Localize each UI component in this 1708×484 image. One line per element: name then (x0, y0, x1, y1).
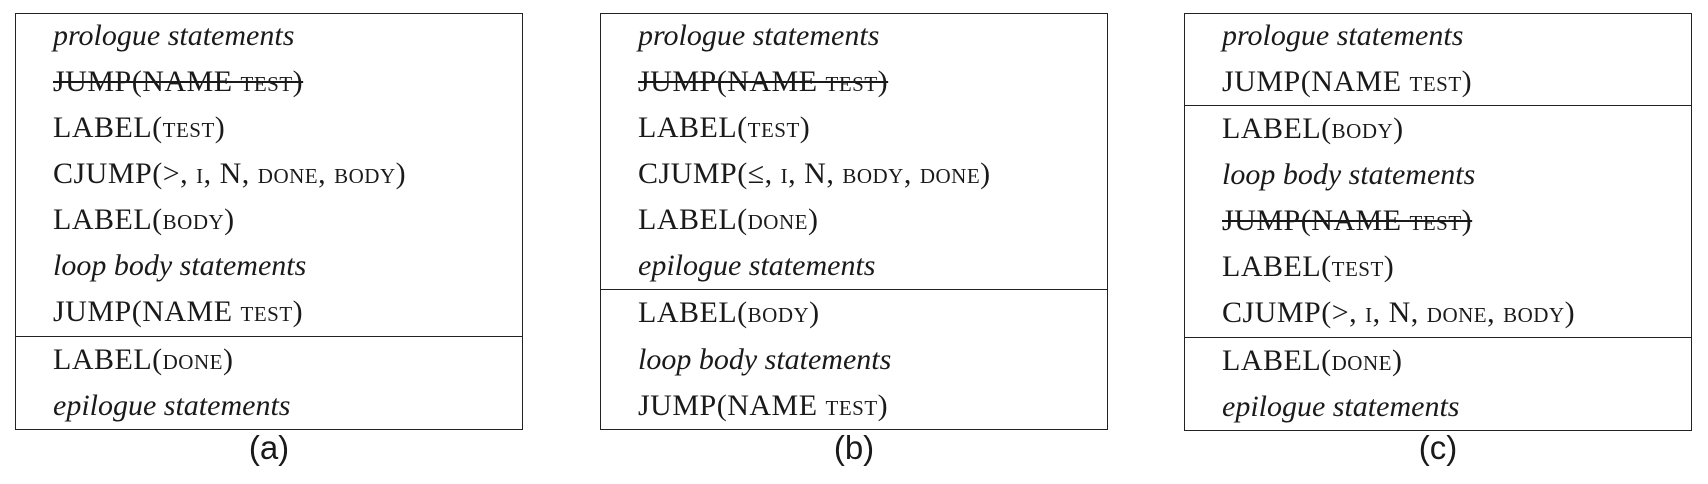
ir-statement: CJUMP(≤, i, N, body, done) (638, 157, 991, 191)
ir-statement: LABEL(test) (1222, 250, 1395, 284)
ir-statement: LABEL(done) (1222, 343, 1403, 377)
ir-statement: LABEL(test) (53, 111, 226, 145)
statement-placeholder: loop body statements (53, 249, 307, 283)
statement-placeholder: loop body statements (1222, 158, 1476, 192)
ir-statement: JUMP(NAME test) (1222, 65, 1473, 98)
basic-block: prologue statements JUMP(NAME test) LABEL(… (16, 14, 522, 336)
basic-block: LABEL(body) loop body statements JUMP(NAME… (601, 289, 1107, 428)
ir-statement: JUMP(NAME test) (638, 65, 889, 98)
basic-block: prologue statements JUMP(NAME test) (1185, 14, 1691, 105)
ir-statement: LABEL(body) (1222, 112, 1404, 146)
ir-statement: LABEL(body) (638, 296, 820, 330)
panel-caption: (b) (833, 429, 875, 466)
ir-statement: LABEL(test) (638, 111, 811, 145)
basic-block: prologue statements JUMP(NAME test) LABEL(… (601, 14, 1107, 289)
ir-statement: LABEL(body) (53, 203, 235, 237)
statement-placeholder: prologue statements (1222, 19, 1464, 52)
statement-placeholder: prologue statements (638, 19, 880, 52)
basic-block: LABEL(body) loop body statements JUMP(NAME… (1185, 105, 1691, 336)
ir-statement: JUMP(NAME test) (53, 295, 304, 329)
basic-block: LABEL(done) epilogue statements (16, 335, 522, 429)
code-box: prologue statements JUMP(NAME test) LABEL(… (600, 13, 1108, 430)
panel-caption: (a) (248, 429, 290, 466)
ir-statement: JUMP(NAME test) (1222, 204, 1473, 238)
ir-statement: CJUMP(>, i, N, done, body) (1222, 296, 1576, 330)
ir-statement: JUMP(NAME test) (53, 65, 304, 98)
statement-placeholder: epilogue statements (53, 388, 291, 422)
ir-statement: LABEL(done) (638, 203, 819, 237)
statement-placeholder: prologue statements (53, 19, 295, 52)
ir-statement: CJUMP(>, i, N, done, body) (53, 157, 407, 191)
statement-placeholder: epilogue statements (1222, 389, 1460, 423)
ir-statement: JUMP(NAME test) (638, 388, 889, 422)
panel-caption: (c) (1418, 429, 1458, 466)
basic-block: LABEL(done) epilogue statements (1185, 336, 1691, 430)
code-box: prologue statements JUMP(NAME test) LABEL(… (1184, 13, 1692, 431)
statement-placeholder: epilogue statements (638, 249, 876, 283)
statement-placeholder: loop body statements (638, 342, 892, 376)
code-box: prologue statements JUMP(NAME test) LABEL(… (15, 13, 523, 430)
ir-statement: LABEL(done) (53, 342, 234, 376)
